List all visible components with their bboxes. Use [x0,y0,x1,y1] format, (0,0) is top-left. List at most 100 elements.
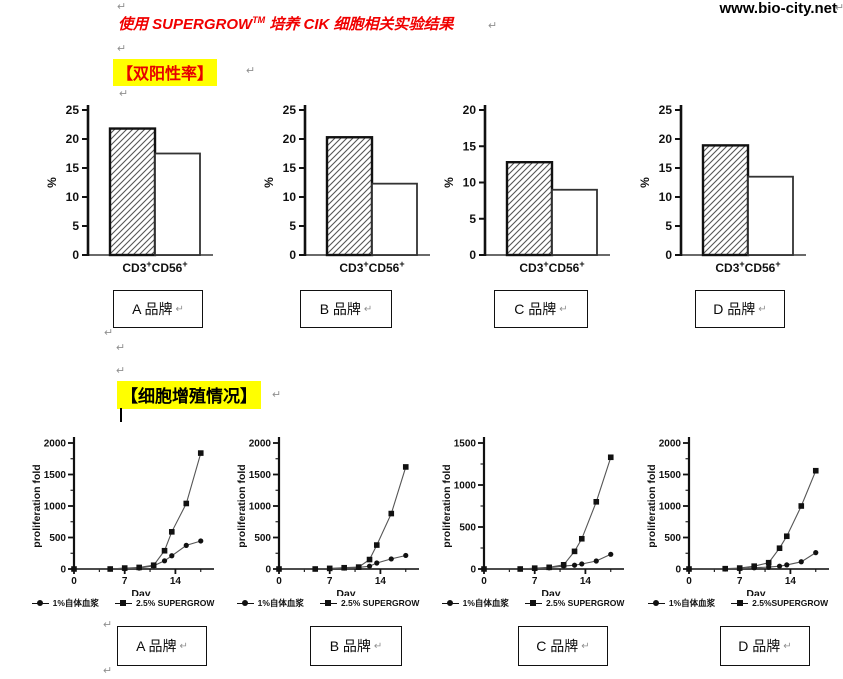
svg-text:1500: 1500 [454,439,477,450]
brand-label-d: D 品牌 ↵ [695,290,785,328]
svg-text:10: 10 [66,190,80,204]
svg-text:0: 0 [289,248,296,262]
paragraph-mark-icon: ↵ [363,303,373,315]
paragraph-mark-icon: ↵ [581,640,590,652]
svg-text:5: 5 [665,219,672,233]
paragraph-mark-icon: ↵ [758,303,767,315]
svg-text:%: % [442,177,456,188]
svg-text:7: 7 [122,576,128,587]
legend-item-plasma: 1%自体血浆 [647,597,716,609]
svg-text:1000: 1000 [44,502,67,513]
svg-text:Day: Day [746,588,765,596]
brand-name: B 品牌 [329,638,371,654]
site-watermark: www.bio-city.net [719,0,837,17]
paragraph-mark-icon: ↵ [116,365,126,377]
legend-label: 1%自体血浆 [668,598,716,608]
paragraph-mark-icon: ↵ [117,1,127,13]
svg-text:15: 15 [283,161,297,175]
svg-text:25: 25 [283,103,297,117]
brand-label-d: D 品牌 ↵ [720,626,810,666]
svg-text:CD3+CD56+: CD3+CD56+ [519,259,584,275]
svg-text:0: 0 [265,565,271,576]
svg-text:0: 0 [686,576,692,587]
circle-marker-icon [647,599,665,607]
paragraph-mark-icon: ↵ [488,20,498,32]
svg-text:10: 10 [659,190,673,204]
line-chart-brand-d: 0 500 1000 1500 2000 0 7 14 Day proliferation fol… [646,437,829,596]
square-marker-icon [319,599,337,607]
legend-brand-b: 1%自体血浆 2.5% SUPERGROW [223,597,433,609]
brand-name: D 品牌 [713,301,756,317]
svg-text:Day: Day [541,588,560,596]
svg-text:2000: 2000 [249,439,272,450]
legend-item-supergrow: 2.5%SUPERGROW [731,598,828,608]
svg-text:25: 25 [659,103,673,117]
svg-text:0: 0 [60,565,66,576]
svg-text:1000: 1000 [249,502,272,513]
svg-text:1000: 1000 [454,481,477,492]
legend-label: 1%自体血浆 [52,598,99,608]
brand-label-c: C 品牌 ↵ [518,626,608,666]
paragraph-mark-icon: ↵ [272,389,282,401]
brand-label-c: C 品牌 ↵ [494,290,588,328]
brand-name: C 品牌 [514,301,557,317]
brand-label-a: A 品牌 ↵ [113,290,203,328]
legend-label: 1%自体血浆 [257,598,304,608]
brand-name: A 品牌 [136,638,177,654]
brand-label-b: B 品牌 ↵ [310,626,402,666]
brand-name: B 品牌 [319,301,361,317]
bar-chart-brand-a: 0 5 10 15 20 25% CD3+CD56+ [45,103,213,275]
paragraph-mark-icon: ↵ [175,303,184,315]
svg-text:proliferation fold: proliferation fold [441,464,453,547]
title-text-2: 培养 CIK 细胞相关实验结果 [265,16,454,33]
svg-text:proliferation fold: proliferation fold [31,464,43,547]
svg-text:25: 25 [66,103,80,117]
legend-item-supergrow: 2.5% SUPERGROW [319,598,420,608]
square-marker-icon [731,599,749,607]
paragraph-mark-icon: ↵ [116,342,126,354]
svg-text:7: 7 [327,576,333,587]
svg-text:0: 0 [71,576,77,587]
brand-name: C 品牌 [536,638,579,654]
brand-label-a: A 品牌 ↵ [117,626,207,666]
svg-text:proliferation fold: proliferation fold [646,464,658,547]
paragraph-mark-icon: ↵ [559,303,568,315]
bar-chart-brand-b: 0 5 10 15 20 25% CD3+CD56+ [262,103,430,275]
paragraph-mark-icon: ↵ [246,65,256,77]
svg-text:10: 10 [283,190,297,204]
legend-item-plasma: 1%自体血浆 [236,597,304,609]
svg-text:15: 15 [463,139,477,153]
svg-text:20: 20 [283,132,297,146]
document-title: 使用 SUPERGROWTM 培养 CIK 细胞相关实验结果 [118,13,454,34]
svg-text:7: 7 [532,576,538,587]
svg-text:1500: 1500 [659,470,682,481]
svg-text:5: 5 [469,212,476,226]
svg-text:0: 0 [470,565,476,576]
legend-label: 2.5% SUPERGROW [135,598,215,608]
svg-text:proliferation fold: proliferation fold [236,464,248,547]
bar-chart-brand-c: 0 5 10 15 20% CD3+CD56+ [442,103,610,275]
line-chart-brand-a: 0 500 1000 1500 2000 0 7 14 Day proliferation fol… [31,437,214,596]
legend-label: 1%自体血浆 [462,598,509,608]
legend-label: 2.5% SUPERGROW [340,598,420,608]
circle-marker-icon [236,599,254,607]
paragraph-mark-icon: ↵ [103,619,113,631]
brand-name: A 品牌 [132,301,173,317]
svg-text:2000: 2000 [44,439,67,450]
svg-text:500: 500 [664,533,681,544]
svg-text:7: 7 [737,576,743,587]
text-cursor [120,408,122,422]
svg-text:5: 5 [289,219,296,233]
svg-text:15: 15 [66,161,80,175]
svg-text:20: 20 [659,132,673,146]
paragraph-mark-icon: ↵ [783,640,792,652]
svg-text:%: % [45,177,59,188]
square-marker-icon [524,599,542,607]
svg-text:%: % [638,177,652,188]
brand-name: D 品牌 [738,638,781,654]
svg-text:1500: 1500 [249,470,272,481]
legend-item-plasma: 1%自体血浆 [441,597,509,609]
svg-text:Day: Day [131,588,150,596]
svg-text:0: 0 [665,248,672,262]
svg-text:0: 0 [469,248,476,262]
